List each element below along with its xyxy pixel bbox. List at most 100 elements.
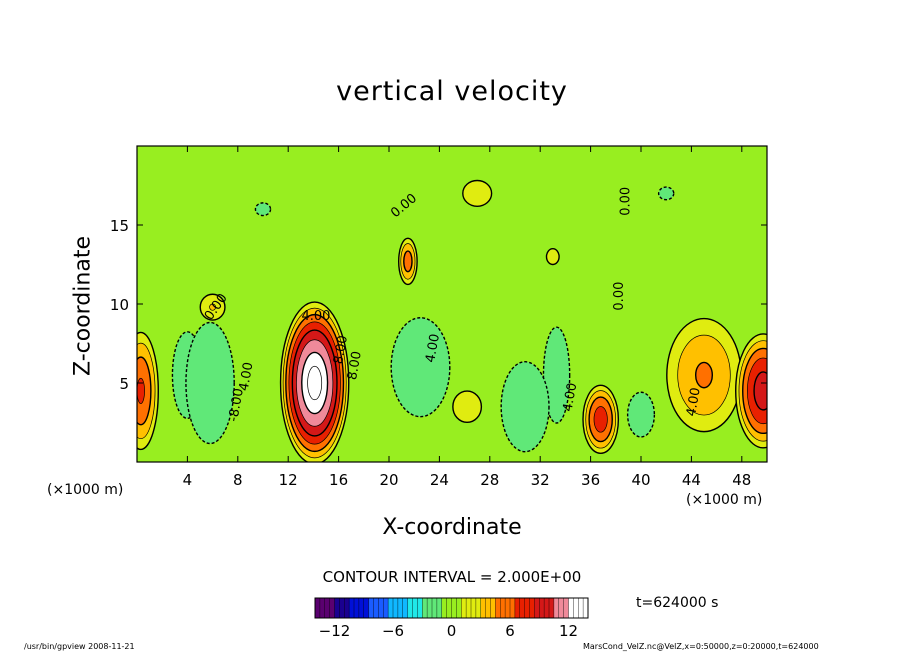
y-tick-label: 10 <box>110 296 129 314</box>
footer-data-source: MarsCond_VelZ.nc@VelZ,x=0:50000,z=0:2000… <box>583 642 819 651</box>
colorbar-segment <box>558 598 565 618</box>
velocity-cell-downdraft <box>185 321 235 445</box>
colorbar-segment <box>344 598 350 618</box>
contour-band <box>694 361 714 389</box>
colorbar-segment <box>466 598 472 618</box>
contour-band <box>254 202 272 217</box>
colorbar-tick-label: 6 <box>505 622 515 640</box>
contour-band <box>542 326 571 424</box>
x-tick-label: 48 <box>732 471 751 489</box>
x-tick-label: 40 <box>631 471 650 489</box>
time-label: t=624000 s <box>636 595 719 611</box>
x-unit-label-right: (×1000 m) <box>686 492 763 508</box>
colorbar-segment <box>461 598 467 618</box>
velocity-cell-downdraft <box>542 326 571 424</box>
colorbar-segment <box>383 598 389 618</box>
x-tick-label: 32 <box>531 471 550 489</box>
colorbar-segment <box>368 598 374 618</box>
colorbar-segment <box>500 598 506 618</box>
x-unit-label-left: (×1000 m) <box>47 482 124 498</box>
colorbar-segment <box>315 598 321 618</box>
colorbar-segment <box>427 598 433 618</box>
colorbar-segment <box>583 598 589 618</box>
velocity-cell-downdraft <box>626 391 656 438</box>
colorbar-tick-label: −12 <box>319 622 351 640</box>
contour-label: 4.00 <box>237 361 257 392</box>
chart-title: vertical velocity <box>336 76 568 107</box>
colorbar-segment <box>388 598 394 618</box>
colorbar-segment <box>393 598 399 618</box>
x-tick-label: 4 <box>183 471 193 489</box>
colorbar-segment <box>407 598 413 618</box>
colorbar-segment <box>441 598 448 618</box>
colorbar-segment <box>334 598 340 618</box>
colorbar-segment <box>534 598 540 618</box>
velocity-cell-updraft <box>397 237 418 286</box>
y-axis-label: Z-coordinate <box>70 236 96 376</box>
colorbar-segment <box>553 598 560 618</box>
contour-label: 8.00 <box>345 350 365 381</box>
velocity-cell-downdraft <box>500 361 550 453</box>
colorbar: −12 −6 0 6 12 <box>314 597 589 640</box>
x-tick-label: 44 <box>682 471 701 489</box>
velocity-cell-updraft <box>137 331 159 451</box>
velocity-cell-updraft <box>199 293 226 321</box>
colorbar-segment <box>451 598 457 618</box>
velocity-cell-updraft <box>279 301 350 462</box>
velocity-cell-updraft <box>582 384 620 455</box>
contour-label: -8.00 <box>226 387 247 423</box>
colorbar-tick-label: 0 <box>447 622 457 640</box>
x-tick-label: 16 <box>329 471 348 489</box>
contour-label: 8.00 <box>331 334 351 365</box>
colorbar-segment <box>578 598 584 618</box>
footer-program-info: /usr/bin/gpview 2008-11-21 <box>24 642 135 651</box>
contour-band <box>593 406 608 433</box>
velocity-cell-updraft <box>452 390 483 424</box>
colorbar-segment <box>412 598 418 618</box>
colorbar-segment <box>363 598 370 618</box>
colorbar-segment <box>432 598 438 618</box>
colorbar-segment <box>573 598 579 618</box>
contour-band <box>403 250 413 273</box>
colorbar-frame <box>314 597 589 619</box>
colorbar-segment <box>319 598 326 618</box>
contour-band <box>626 391 656 438</box>
colorbar-segment <box>436 598 443 618</box>
x-tick-label: 8 <box>233 471 243 489</box>
colorbar-segment <box>339 598 345 618</box>
colorbar-segment <box>563 598 569 618</box>
contour-band <box>500 361 550 453</box>
colorbar-segment <box>544 598 550 618</box>
x-axis: 4 8 12 16 20 24 28 32 36 40 44 48 <box>183 146 751 489</box>
colorbar-segment <box>354 598 360 618</box>
contour-band <box>390 317 451 418</box>
colorbar-segment <box>349 598 355 618</box>
contour-band <box>462 179 493 208</box>
colorbar-segment <box>539 598 545 618</box>
colorbar-segment <box>397 598 404 618</box>
colorbar-segment <box>505 598 511 618</box>
x-tick-label: 20 <box>379 471 398 489</box>
contour-label: 0.00 <box>618 187 633 216</box>
velocity-cell-updraft <box>545 248 560 266</box>
contour-label: 4.00 <box>684 386 704 417</box>
colorbar-segment <box>329 598 335 618</box>
colorbar-segment <box>568 598 574 618</box>
colorbar-segment <box>524 598 530 618</box>
x-tick-label: 28 <box>480 471 499 489</box>
velocity-field <box>137 146 767 462</box>
x-axis-label: X-coordinate <box>382 515 522 540</box>
colorbar-segment <box>495 598 501 618</box>
colorbar-segment <box>446 598 452 618</box>
contour-label: 0.00 <box>612 282 627 311</box>
colorbar-tick-label: 12 <box>559 622 578 640</box>
contour-band <box>753 371 767 411</box>
colorbar-segment <box>490 598 496 618</box>
velocity-cell-updraft <box>666 317 742 433</box>
x-tick-label: 12 <box>279 471 298 489</box>
y-tick-label: 5 <box>119 375 129 393</box>
colorbar-segment <box>456 598 462 618</box>
y-tick-label: 15 <box>110 217 129 235</box>
contour-label: 4.00 <box>423 333 443 364</box>
